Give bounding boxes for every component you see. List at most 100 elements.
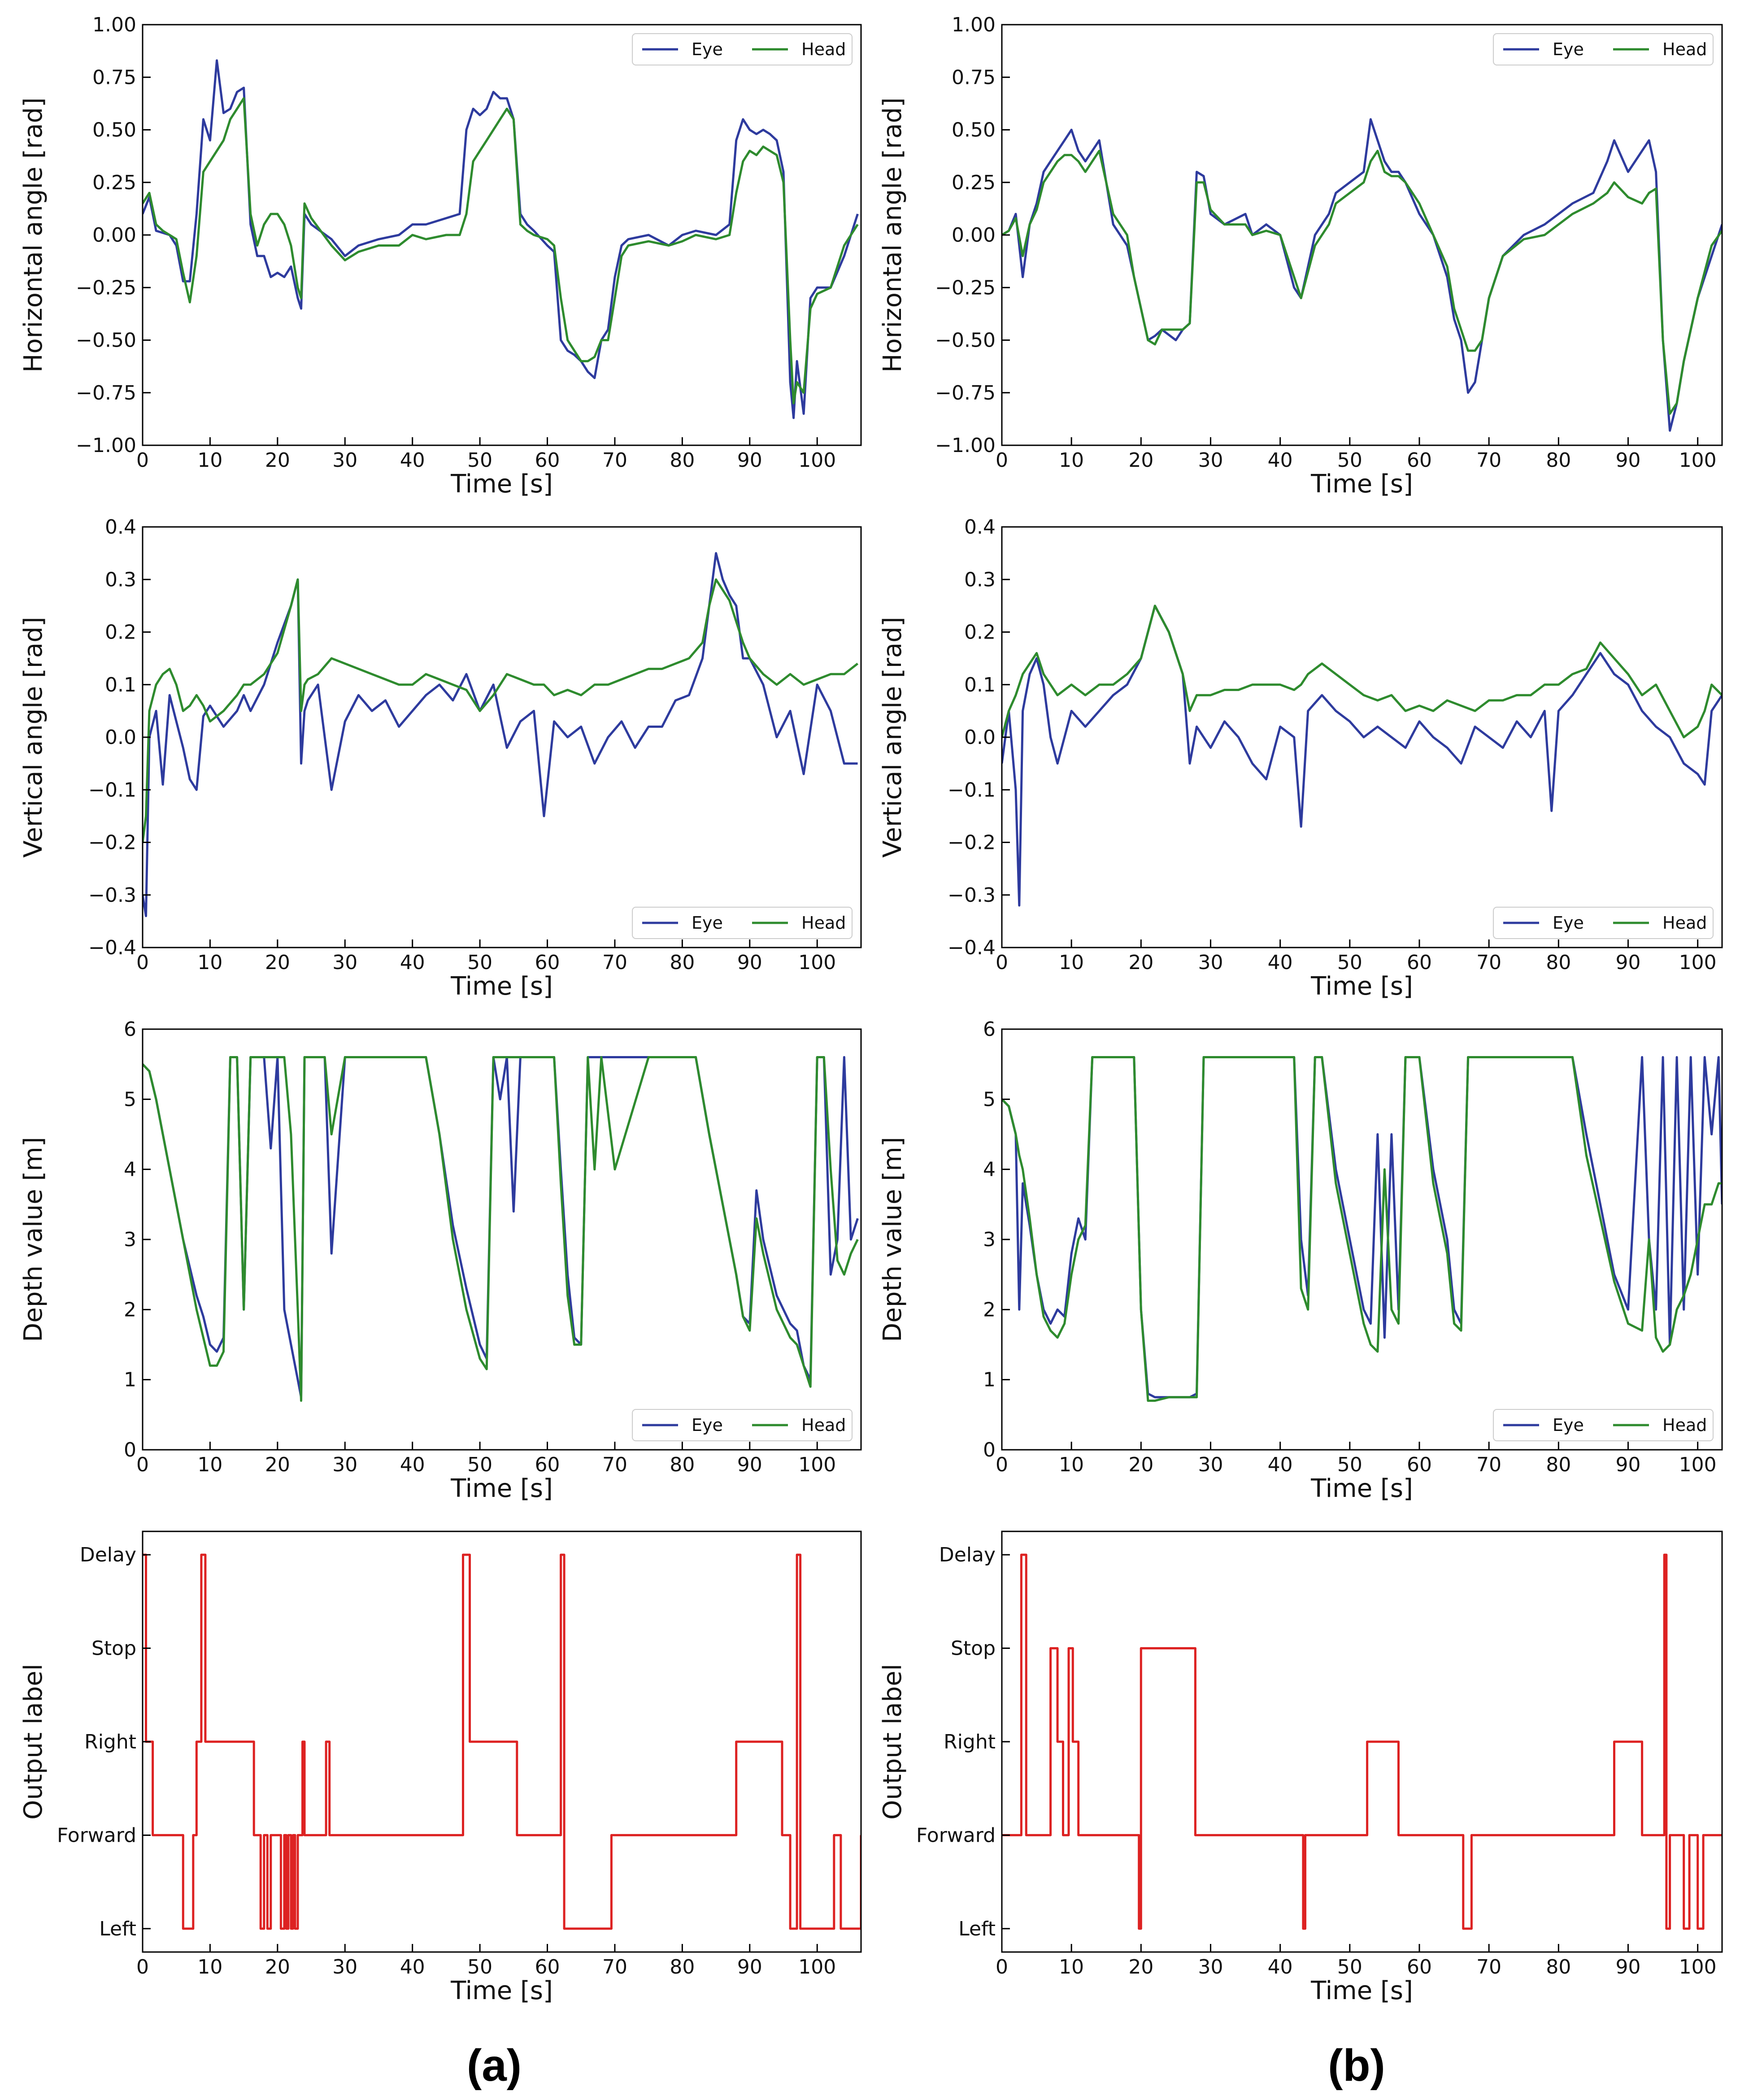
y-tick-label: −0.1 [88,778,136,801]
legend-label-head: Head [1662,913,1707,933]
panel-label-a: (a) [467,2040,522,2091]
y-tick-label: 1.00 [952,13,996,36]
legend-label-eye: Eye [692,1415,723,1435]
x-tick-label: 70 [1476,951,1501,974]
x-tick-label: 40 [1268,449,1293,472]
x-tick-label: 10 [197,1956,222,1978]
x-axis-label: Time [s] [1310,1474,1413,1503]
x-axis-label: Time [s] [1310,972,1413,1001]
y-tick-label: Delay [80,1543,136,1566]
y-tick-label: −0.50 [76,329,136,352]
x-tick-label: 80 [1546,951,1571,974]
x-tick-label: 70 [1476,1956,1501,1978]
plot-frame [142,24,862,446]
series-line-head [143,1056,859,1402]
series-line-eye [143,552,858,917]
x-tick-label: 20 [1128,1956,1153,1978]
series-line-head [1002,149,1722,415]
y-tick-label: 3 [124,1228,136,1251]
y-tick-label: −0.3 [948,884,996,907]
x-tick-label: 100 [1679,951,1717,974]
y-axis-label: Vertical angle [rad] [19,617,48,857]
x-tick-label: 80 [1546,1453,1571,1476]
x-tick-label: 100 [1679,1453,1717,1476]
y-tick-label: 0.50 [952,119,996,142]
chart-a-label: 0 10 20 30 40 50 60 70 80 90 100 Left Forward Right St… [19,1530,862,2005]
y-tick-label: 5 [124,1088,136,1111]
y-tick-label: Forward [916,1824,996,1847]
x-tick-label: 10 [1059,1956,1084,1978]
x-tick-label: 40 [400,449,425,472]
y-axis-label: Depth value [m] [878,1137,907,1342]
x-tick-label: 60 [1407,951,1432,974]
y-tick-label: −0.1 [948,778,996,801]
legend-box [632,1409,853,1441]
x-tick-label: 80 [670,1956,695,1978]
x-tick-label: 10 [1059,951,1084,974]
x-tick-label: 70 [602,449,627,472]
y-tick-label: 3 [983,1228,996,1251]
y-tick-label: −0.25 [935,276,996,299]
y-tick-label: Right [944,1730,996,1753]
legend: Eye Head [632,33,853,65]
y-tick-label: 0.75 [92,66,136,89]
x-tick-label: 10 [197,1453,222,1476]
y-tick-label: Delay [939,1543,996,1566]
x-tick-label: 0 [996,449,1008,472]
legend-box [1493,33,1714,65]
chart-a-depth: 0 10 20 30 40 50 60 70 80 90 100 0 1 2 3 4 5 6 Time [s] Dep… [19,1018,862,1503]
y-tick-label: −1.00 [76,434,136,457]
plot-frame [1001,526,1723,948]
x-tick-label: 20 [265,951,290,974]
y-tick-label: −0.4 [948,936,996,959]
series-line-eye [1002,118,1722,432]
x-tick-label: 60 [1407,449,1432,472]
legend-label-eye: Eye [1553,1415,1584,1435]
x-tick-label: 70 [1476,449,1501,472]
y-tick-label: 6 [983,1018,996,1041]
x-tick-label: 40 [1268,1956,1293,1978]
y-tick-label: Stop [951,1637,996,1660]
x-tick-label: 90 [1616,951,1641,974]
x-tick-label: 50 [467,1956,492,1978]
x-tick-label: 90 [737,951,762,974]
legend: Eye Head [1493,33,1714,65]
x-tick-label: 100 [798,1453,836,1476]
x-tick-label: 0 [996,1956,1008,1978]
x-tick-label: 60 [535,1956,560,1978]
y-tick-label: 0.2 [105,621,136,644]
y-tick-label: Stop [91,1637,136,1660]
y-tick-label: −0.75 [76,382,136,404]
series-line-output-label [1002,1553,1722,1930]
x-tick-label: 80 [1546,449,1571,472]
x-tick-label: 60 [535,1453,560,1476]
x-tick-label: 40 [400,1956,425,1978]
x-tick-label: 40 [1268,1453,1293,1476]
legend-label-head: Head [801,39,846,59]
y-tick-label: −1.00 [935,434,996,457]
x-tick-label: 50 [1337,1453,1362,1476]
y-tick-label: 0.4 [105,516,136,539]
y-tick-label: Forward [57,1824,136,1847]
y-tick-label: 0.50 [92,119,136,142]
x-tick-label: 40 [400,1453,425,1476]
x-tick-label: 10 [197,449,222,472]
y-tick-label: 4 [124,1158,136,1181]
y-tick-label: 6 [124,1018,136,1041]
y-axis-label: Horizontal angle [rad] [19,97,48,372]
x-tick-label: 30 [332,951,357,974]
y-axis-label: Depth value [m] [19,1137,48,1342]
x-tick-label: 50 [1337,449,1362,472]
legend-label-eye: Eye [1553,39,1584,59]
chart-b-depth: 0 10 20 30 40 50 60 70 80 90 100 0 1 2 3 4 5 6 Time [s] Dep… [878,1018,1723,1503]
x-tick-label: 70 [602,1956,627,1978]
y-tick-label: 0.2 [964,621,996,644]
x-axis-label: Time [s] [450,972,553,1001]
legend: Eye Head [1493,1409,1714,1441]
series-line-output-label [143,1553,861,1930]
x-tick-label: 80 [670,1453,695,1476]
x-tick-label: 60 [1407,1956,1432,1978]
y-tick-label: Left [958,1917,996,1940]
x-tick-label: 30 [1198,1956,1223,1978]
x-tick-label: 90 [1616,1956,1641,1978]
